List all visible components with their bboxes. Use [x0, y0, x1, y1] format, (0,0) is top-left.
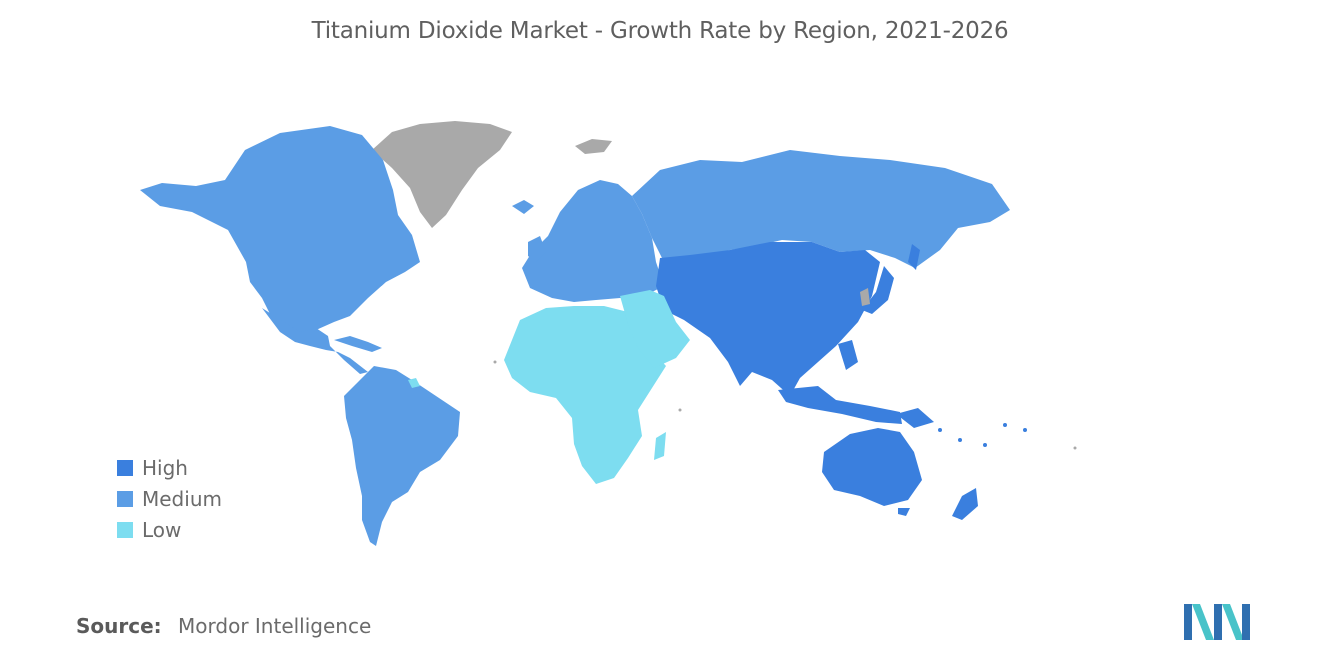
- mordor-intelligence-logo: [1184, 604, 1250, 640]
- pacific-island: [678, 408, 682, 412]
- logo-right-bar: [1242, 604, 1250, 640]
- pacific-island: [493, 360, 497, 364]
- region-australia: [822, 428, 922, 506]
- logo-right-diag: [1222, 604, 1244, 640]
- source-label: Source:: [76, 614, 162, 638]
- pacific-island: [938, 428, 942, 432]
- region-japan: [862, 266, 894, 314]
- region-north-america: [140, 126, 420, 340]
- region-new-zealand: [952, 488, 978, 520]
- legend-swatch-high: [117, 459, 133, 476]
- pacific-island: [1073, 446, 1077, 450]
- chart-title: Titanium Dioxide Market - Growth Rate by…: [311, 18, 1009, 44]
- source-value: Mordor Intelligence: [178, 614, 372, 638]
- region-uk-ireland: [528, 236, 546, 262]
- region-africa: [504, 306, 666, 484]
- region-central-america: [262, 308, 368, 374]
- region-southeast-asia-islands: [778, 386, 902, 424]
- legend-label-high: High: [142, 455, 188, 480]
- pacific-island: [1023, 428, 1027, 432]
- region-madagascar: [654, 432, 666, 460]
- logo-mid-bar: [1214, 604, 1222, 640]
- pacific-island: [1003, 423, 1007, 427]
- legend-item-medium: Medium: [117, 483, 222, 514]
- source-line: Source: Mordor Intelligence: [76, 614, 371, 638]
- legend: High Medium Low: [117, 452, 222, 545]
- region-greenland: [372, 121, 512, 228]
- region-south-america: [344, 366, 460, 546]
- region-svalbard: [575, 139, 612, 154]
- region-guiana-low: [408, 378, 420, 388]
- region-philippines: [838, 340, 858, 370]
- legend-label-low: Low: [142, 517, 182, 542]
- region-middle-east: [620, 290, 690, 368]
- region-europe: [522, 180, 664, 302]
- region-russia: [632, 150, 1010, 268]
- logo-left-diag: [1192, 604, 1214, 640]
- legend-item-low: Low: [117, 514, 222, 545]
- legend-label-medium: Medium: [142, 486, 222, 511]
- region-iceland: [512, 200, 534, 214]
- legend-swatch-low: [117, 521, 133, 538]
- region-caribbean: [334, 336, 382, 352]
- pacific-island: [958, 438, 962, 442]
- pacific-island: [983, 443, 987, 447]
- logo-left-bar: [1184, 604, 1192, 640]
- region-korea: [860, 288, 870, 306]
- region-tasmania: [898, 508, 910, 516]
- region-papua-new-guinea: [896, 408, 934, 428]
- legend-swatch-medium: [117, 490, 133, 507]
- region-sakhalin: [908, 244, 920, 270]
- region-asia: [656, 242, 880, 396]
- legend-item-high: High: [117, 452, 222, 483]
